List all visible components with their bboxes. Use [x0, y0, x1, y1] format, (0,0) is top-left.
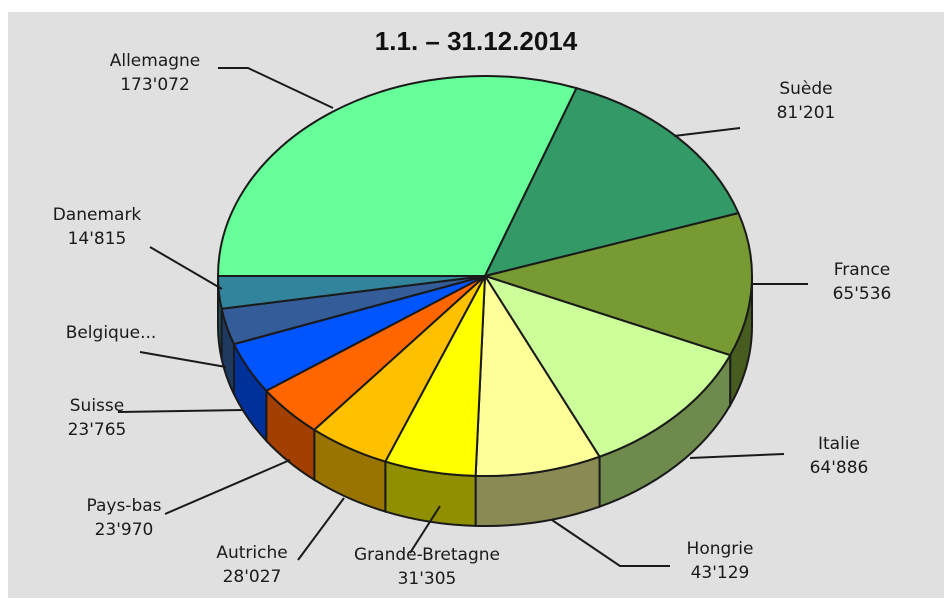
pie-slice-danemark [217, 275, 486, 310]
leader-line-hongrie [551, 519, 670, 567]
pie-slices [217, 75, 753, 477]
slice-label-danemark: Danemark [53, 205, 142, 225]
slice-value-allemagne: 173'072 [120, 75, 190, 95]
slice-value-grande-bretagne: 31'305 [398, 569, 457, 589]
slice-value-pays-bas: 23'970 [95, 520, 154, 540]
chart-title: 1.1. – 31.12.2014 [374, 26, 578, 56]
slice-label-pays-bas: Pays-bas [86, 496, 161, 516]
slice-value-france: 65'536 [833, 284, 892, 304]
leader-line-danemark [149, 246, 223, 290]
slice-value-autriche: 28'027 [223, 567, 282, 587]
pie-slice-su-de [484, 87, 740, 277]
slice-value-su-de: 81'201 [777, 103, 836, 123]
pie-slice-france [484, 212, 753, 357]
slice-value-italie: 64'886 [810, 458, 869, 478]
leader-line-grande-bretagne [409, 505, 441, 554]
leader-line-allemagne [218, 67, 334, 109]
slice-value-suisse: 23'765 [68, 420, 127, 440]
pie-labels: Allemagne 173'072 Suède 81'201 France 65'536 I… [53, 51, 892, 589]
slice-label-autriche: Autriche [216, 543, 287, 563]
slice-label-suisse: Suisse [70, 396, 124, 416]
slice-label-france: France [834, 260, 891, 280]
pie-slice-hongrie [474, 275, 601, 477]
leader-line-belgique [139, 351, 227, 368]
pie-slice-italie [484, 275, 732, 458]
slice-value-hongrie: 43'129 [691, 563, 750, 583]
leader-line-su-de [673, 127, 741, 137]
leader-line-pays-bas [164, 459, 291, 515]
slice-label-belgique: Belgique... [66, 323, 157, 343]
leader-line-suisse [117, 409, 245, 413]
slice-label-grande-bretagne: Grande-Bretagne [354, 545, 500, 565]
pie-slice-allemagne [217, 75, 578, 277]
slice-label-hongrie: Hongrie [687, 539, 754, 559]
slice-label-allemagne: Allemagne [110, 51, 201, 71]
slice-label-italie: Italie [818, 434, 860, 454]
slice-value-danemark: 14'815 [68, 229, 127, 249]
leader-line-italie [689, 453, 785, 459]
leader-line-autriche [297, 497, 345, 561]
slice-label-su-de: Suède [779, 79, 832, 99]
